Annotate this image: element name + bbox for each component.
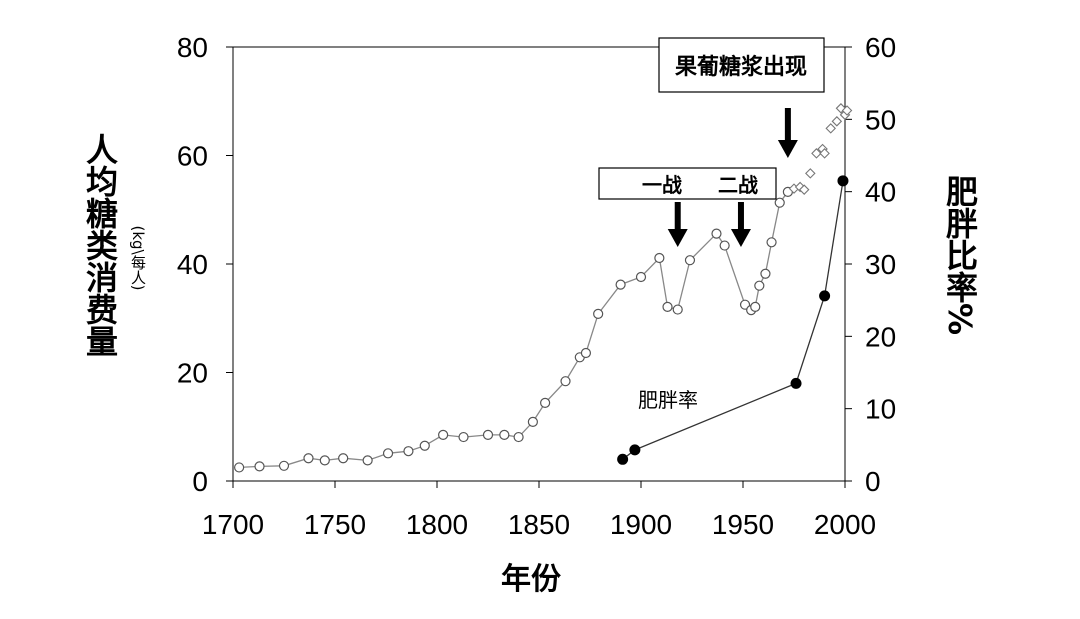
x-tick-label: 2000 xyxy=(814,509,876,540)
y-tick-label: 40 xyxy=(177,249,208,280)
hfcs-arrow xyxy=(777,108,798,158)
sugar-data-point xyxy=(303,453,314,464)
y-tick-label: 20 xyxy=(177,358,208,389)
sugar-data-point xyxy=(482,429,494,440)
sugar-data-point xyxy=(438,429,449,440)
sugar-recent-data-point xyxy=(811,148,822,159)
annotation-arrows xyxy=(667,108,798,247)
sugar-data-point xyxy=(711,228,722,239)
x-tick-label: 1950 xyxy=(712,509,774,540)
y-tick-label: 0 xyxy=(192,466,208,497)
hfcs-annotation-text: 果葡糖浆出现 xyxy=(675,54,807,80)
annotations-layer: 果葡糖浆出现 一战 二战 xyxy=(598,37,825,200)
sugar-data-point xyxy=(560,376,571,387)
ww1-annotation-text: 一战 xyxy=(642,173,682,197)
sugar-data-point xyxy=(382,448,394,459)
arrow-head xyxy=(667,229,688,247)
sugar-data-point xyxy=(593,308,604,320)
arrow-shaft xyxy=(737,202,744,231)
plot-frame xyxy=(232,46,846,482)
y2-tick-label: 60 xyxy=(865,32,896,63)
arrow-shaft xyxy=(674,202,681,231)
obesity-data-point xyxy=(617,453,629,465)
obesity-data-point xyxy=(837,175,849,187)
sugar-data-point xyxy=(766,237,777,248)
sugar-data-point xyxy=(654,252,665,264)
sugar-data-point xyxy=(338,453,349,464)
sugar-data-point xyxy=(419,440,430,451)
sugar-data-point xyxy=(319,455,330,466)
ww1-arrow xyxy=(667,202,688,247)
y-tick-label: 60 xyxy=(177,141,208,172)
y2-axis-label: 肥胖比率% xyxy=(941,175,979,335)
sugar-data-point xyxy=(458,431,469,443)
obesity-data-point xyxy=(790,377,802,389)
arrow-shaft xyxy=(784,108,791,142)
plot-area-border xyxy=(232,46,846,482)
sugar-recent-data-point xyxy=(819,148,830,159)
sugar-data-point xyxy=(513,431,524,443)
sugar-data-point xyxy=(540,397,551,408)
arrow-head xyxy=(730,229,751,247)
x-axis-label: 年份 xyxy=(501,562,561,597)
x-tick-label: 1750 xyxy=(304,509,366,540)
sugar-data-point xyxy=(403,446,414,457)
sugar-data-point xyxy=(684,255,696,266)
series-layer xyxy=(234,103,853,473)
sugar-data-point xyxy=(278,460,290,471)
sugar-data-point xyxy=(719,240,730,251)
sugar-data-point xyxy=(672,304,683,315)
sugar-data-point xyxy=(750,301,761,312)
series-0-line xyxy=(239,191,789,469)
sugar-data-point xyxy=(234,462,245,473)
y-tick-label: 80 xyxy=(177,32,208,63)
arrow-head xyxy=(777,140,798,158)
sugar-data-point xyxy=(527,416,538,427)
sugar-data-point xyxy=(635,271,647,283)
sugar-data-point xyxy=(254,461,265,472)
y2-tick-label: 50 xyxy=(865,104,896,135)
x-tick-label: 1850 xyxy=(508,509,570,540)
sugar-data-point xyxy=(760,268,771,279)
x-axis-ticks: 1700 1750 1800 1850 1900 1950 2000 xyxy=(202,481,876,540)
x-tick-label: 1700 xyxy=(202,509,264,540)
obesity-series-label: 肥胖率 xyxy=(638,388,698,412)
ww2-annotation-text: 二战 xyxy=(718,173,758,197)
y2-tick-label: 30 xyxy=(865,249,896,280)
sugar-recent-data-point xyxy=(825,123,836,134)
obesity-data-point xyxy=(819,290,831,302)
obesity-data-point xyxy=(629,444,641,456)
sugar-data-point xyxy=(774,197,785,208)
y-axis-label: 人均糖类消费量 xyxy=(81,133,119,357)
sugar-recent-data-point xyxy=(805,168,816,179)
wars-annotation-box xyxy=(598,167,777,200)
y2-tick-label: 40 xyxy=(865,177,896,208)
y2-tick-label: 10 xyxy=(865,394,896,425)
sugar-data-point xyxy=(754,280,765,291)
sugar-recent-data-point xyxy=(841,105,853,116)
x-tick-label: 1900 xyxy=(610,509,672,540)
y-axis-unit-label: (kg\每人) xyxy=(129,226,147,291)
sugar-recent-data-point xyxy=(798,184,810,195)
ww2-arrow xyxy=(730,202,751,247)
sugar-data-point xyxy=(615,279,626,290)
y-axis-ticks: 0 20 40 60 80 xyxy=(177,32,233,497)
x-tick-label: 1800 xyxy=(406,509,468,540)
sugar-data-point xyxy=(580,347,592,359)
sugar-data-point xyxy=(362,455,373,466)
sugar-recent-data-point xyxy=(831,116,843,127)
hfcs-annotation-box xyxy=(658,37,825,93)
sugar-data-point xyxy=(499,429,510,440)
y2-axis-ticks: 0 10 20 30 40 50 60 xyxy=(845,32,896,497)
sugar-data-point xyxy=(662,301,673,312)
y2-tick-label: 0 xyxy=(865,466,881,497)
series-2-line xyxy=(622,180,844,460)
y2-tick-label: 20 xyxy=(865,321,896,352)
